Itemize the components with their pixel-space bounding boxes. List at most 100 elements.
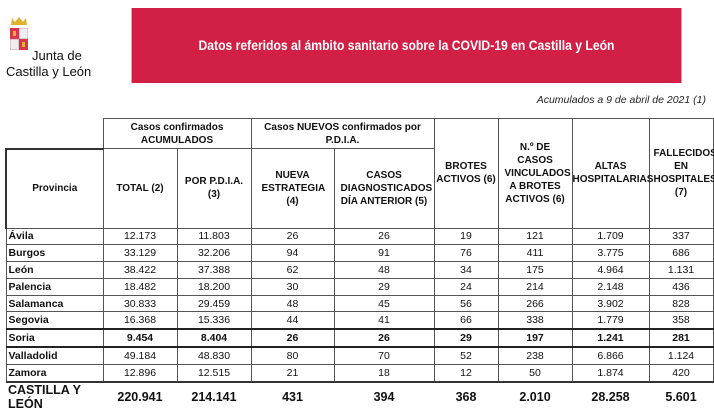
header-dia-anterior: CASOS DIAGNOSTICADOS DÍA ANTERIOR (5) (333, 148, 435, 229)
province-name: Burgos (5, 244, 104, 263)
table-cell: 238 (497, 346, 573, 365)
table-cell: 1.131 (648, 261, 714, 279)
table-cell: 1.124 (648, 346, 714, 365)
header-provincia: Provincia (5, 147, 104, 229)
province-name: León (5, 261, 104, 279)
table-cell: 420 (648, 363, 714, 383)
table-cell: 436 (648, 277, 714, 296)
table-row: Ávila 12.173 11.803 26 26 19 121 1.709 337 (5, 227, 714, 246)
header-pdia: POR P.D.I.A. (3) (176, 148, 252, 229)
table-cell: 18.200 (176, 277, 252, 296)
table-cell: 338 (497, 311, 573, 330)
province-name: Segovia (5, 311, 104, 330)
table-cell: 91 (333, 244, 435, 263)
table-cell: 1.874 (571, 363, 650, 383)
table-row: Segovia 16.368 15.336 44 41 66 338 1.779 358 (5, 311, 714, 330)
total-cell: 5.601 (665, 389, 697, 404)
table-cell: 30.833 (102, 294, 178, 313)
total-cell: 2.010 (519, 389, 551, 404)
total-cell: 368 (455, 389, 477, 404)
table-row: León 38.422 37.388 62 48 34 175 4.964 1.131 (5, 261, 714, 279)
header-fallecidos: FALLECIDOS EN HOSPITALES (7) (648, 118, 714, 229)
table-cell: 48.830 (176, 346, 252, 365)
page-title: Datos referidos al ámbito sanitario sobr… (198, 38, 615, 53)
total-cell: 394 (373, 389, 395, 404)
table-cell: 1.779 (571, 311, 650, 330)
table-cell: 175 (497, 261, 573, 279)
table-cell: 34 (433, 261, 499, 279)
logo-text-line2: Castilla y León (6, 64, 92, 79)
blank-corner (6, 118, 103, 150)
table-cell: 281 (648, 328, 714, 349)
table-cell: 76 (433, 244, 499, 263)
total-label: CASTILLA Y LEÓN (8, 382, 81, 411)
header-altas: ALTAS HOSPITALARIAS (571, 118, 653, 229)
table-cell: 94 (250, 244, 335, 263)
table-row: Valladolid 49.184 48.830 80 70 52 238 6.866 1.12… (5, 346, 714, 365)
total-cell: 214.141 (191, 389, 237, 404)
table-cell: 26 (250, 328, 335, 349)
table-cell: 9.454 (102, 328, 178, 349)
province-name: Palencia (5, 277, 104, 296)
table-cell: 18 (333, 363, 435, 383)
table-cell: 24 (433, 277, 499, 296)
table-cell: 50 (497, 363, 573, 383)
table-cell: 4.964 (571, 261, 650, 279)
title-banner: Datos referidos al ámbito sanitario sobr… (131, 8, 682, 83)
table-cell: 49.184 (102, 346, 178, 365)
table-cell: 8.404 (176, 328, 252, 349)
table-cell: 686 (648, 244, 714, 263)
table-cell: 48 (333, 261, 435, 279)
table-cell: 41 (333, 311, 435, 330)
table-cell: 358 (648, 311, 714, 330)
table-cell: 12 (433, 363, 499, 383)
junta-logo: Junta de Castilla y León (4, 12, 96, 82)
table-cell: 32.206 (176, 244, 252, 263)
total-cell: 220.941 (117, 389, 163, 404)
table-cell: 48 (250, 294, 335, 313)
table-cell: 80 (250, 346, 335, 365)
total-cell: 431 (282, 389, 303, 404)
table-cell: 37.388 (176, 261, 252, 279)
table-cell: 1.241 (571, 328, 650, 349)
table-cell: 26 (333, 328, 435, 349)
header-brotes: BROTES ACTIVOS (6) (433, 118, 499, 229)
total-cell: 28.258 (591, 389, 630, 404)
table-cell: 3.775 (571, 244, 650, 263)
table-cell: 16.368 (102, 311, 178, 330)
table-cell: 33.129 (102, 244, 178, 263)
table-cell: 15.336 (176, 311, 252, 330)
table-cell: 12.515 (176, 363, 252, 383)
table-cell: 12.896 (102, 363, 178, 383)
table-cell: 18.482 (102, 277, 178, 296)
table-cell: 6.866 (571, 346, 650, 365)
table-cell: 44 (250, 311, 335, 330)
table-cell: 197 (497, 328, 573, 349)
table-row: Salamanca 30.833 29.459 48 45 56 266 3.902 828 (5, 294, 714, 313)
table-cell: 121 (497, 227, 573, 246)
table-cell: 11.803 (176, 227, 252, 246)
table-cell: 29 (333, 277, 435, 296)
table-cell: 337 (648, 227, 714, 246)
table-row: Palencia 18.482 18.200 30 29 24 214 2.148 436 (5, 277, 714, 296)
table-cell: 3.902 (571, 294, 650, 313)
date-subtitle: Acumulados a 9 de abril de 2021 (1) (536, 94, 706, 106)
table-cell: 411 (497, 244, 573, 263)
header-total: TOTAL (2) (102, 148, 178, 229)
total-row: CASTILLA Y LEÓN 220.941 214.141 431 394 … (6, 382, 713, 411)
table-cell: 12.173 (102, 227, 178, 246)
table-cell: 38.422 (102, 261, 178, 279)
table-cell: 828 (648, 294, 714, 313)
table-cell: 66 (433, 311, 499, 330)
crown-icon (11, 17, 27, 25)
group-header-acumulados: Casos confirmados ACUMULADOS (102, 118, 252, 149)
table-cell: 26 (333, 227, 435, 246)
province-name: Ávila (5, 227, 104, 246)
province-name: Zamora (5, 363, 104, 383)
table-cell: 52 (433, 346, 499, 365)
table-row: Burgos 33.129 32.206 94 91 76 411 3.775 686 (5, 244, 714, 263)
table-cell: 214 (497, 277, 573, 296)
table-row: Zamora 12.896 12.515 21 18 12 50 1.874 420 (5, 363, 714, 383)
header-vinculados: N.º DE CASOS VINCULADOS A BROTES ACTIVOS… (497, 118, 573, 229)
table-cell: 70 (333, 346, 435, 365)
